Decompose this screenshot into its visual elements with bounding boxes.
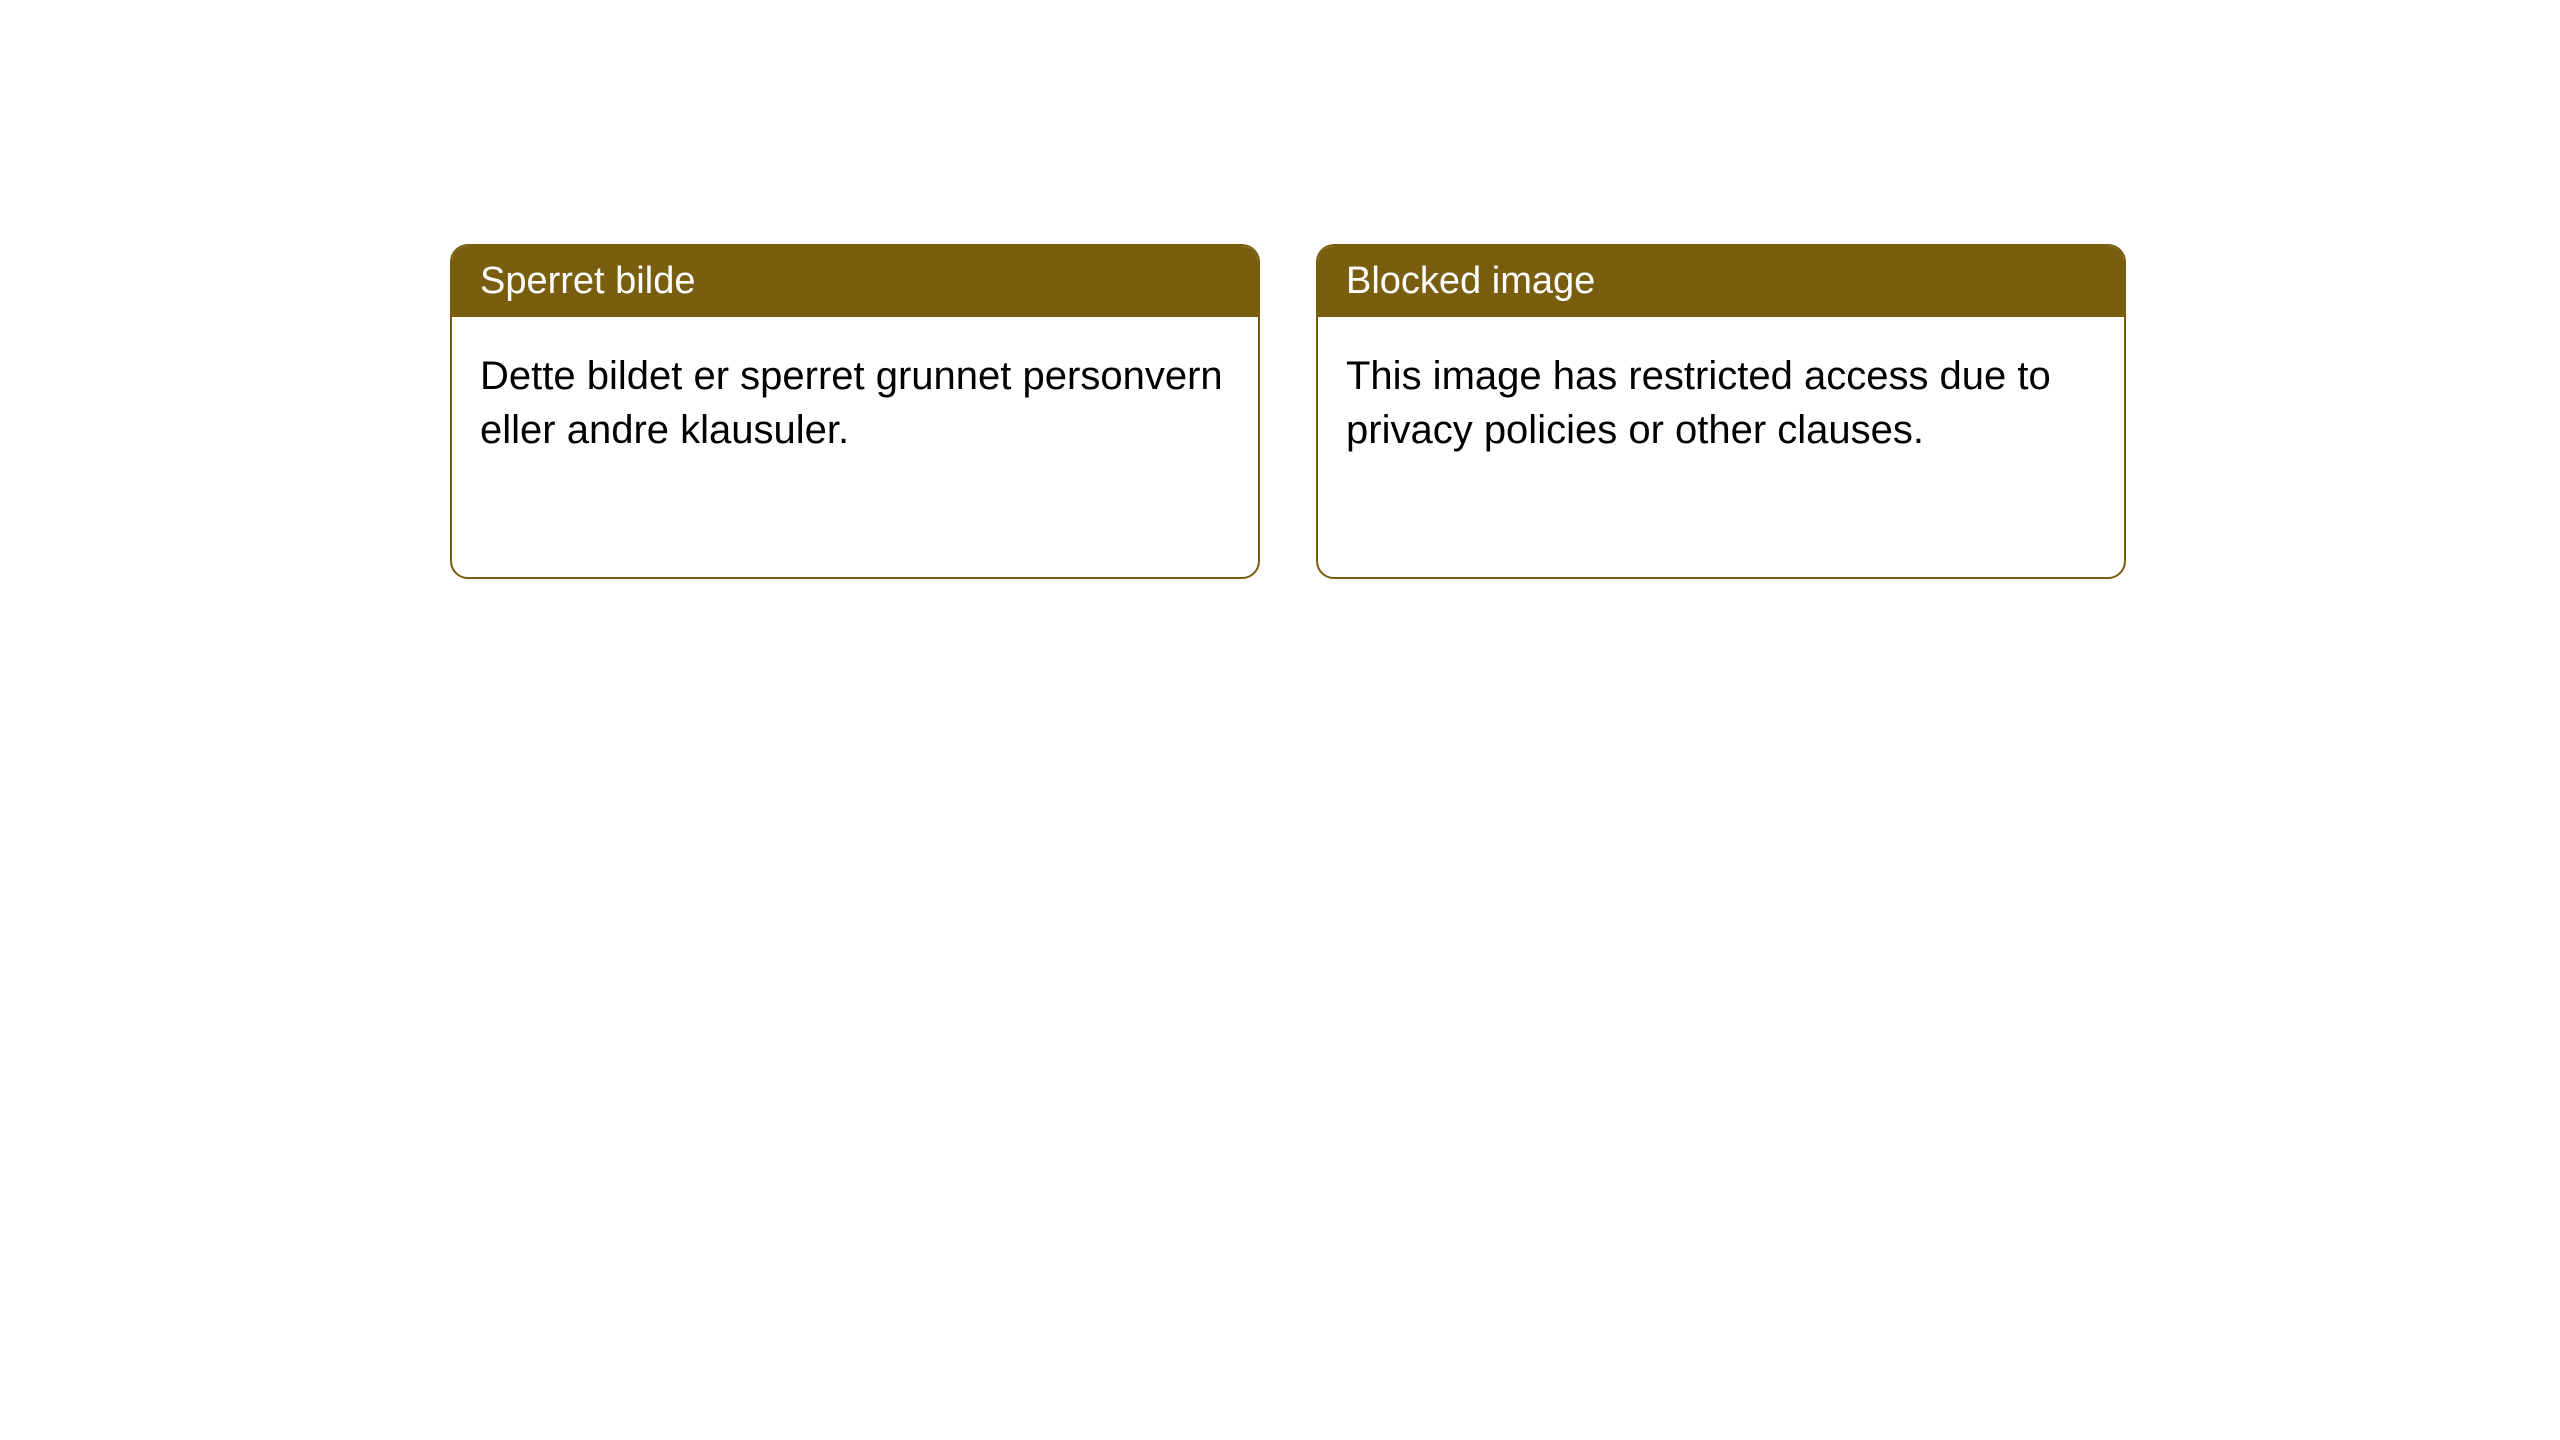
card-title: Blocked image (1346, 260, 1595, 302)
notice-card-english: Blocked image This image has restricted … (1316, 244, 2126, 579)
card-body-text: Dette bildet er sperret grunnet personve… (480, 354, 1223, 452)
notice-card-norwegian: Sperret bilde Dette bildet er sperret gr… (450, 244, 1260, 579)
card-header: Sperret bilde (452, 246, 1258, 317)
card-body: This image has restricted access due to … (1318, 317, 2124, 489)
notice-cards-container: Sperret bilde Dette bildet er sperret gr… (450, 244, 2560, 579)
card-header: Blocked image (1318, 246, 2124, 317)
card-body: Dette bildet er sperret grunnet personve… (452, 317, 1258, 489)
card-body-text: This image has restricted access due to … (1346, 354, 2051, 452)
card-title: Sperret bilde (480, 260, 695, 302)
